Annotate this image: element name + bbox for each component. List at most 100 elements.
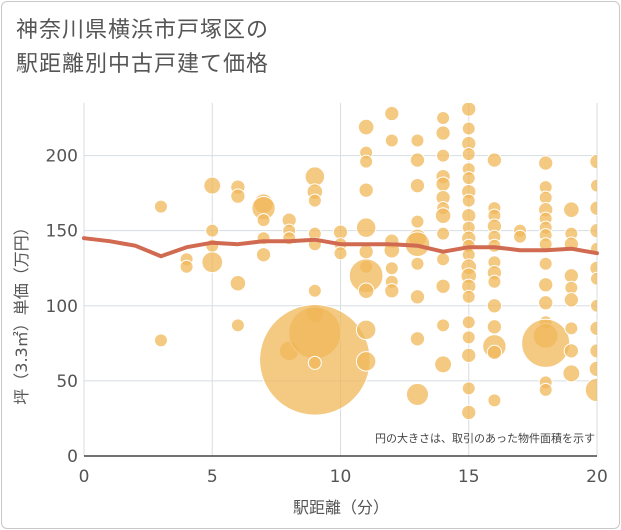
bubble-point [355,217,377,238]
bubble-point [153,199,168,214]
bubble-point [461,121,476,136]
bubble-point [409,331,426,347]
bubble-point [410,256,425,271]
bubble-point [461,289,476,304]
bubble-point [461,103,477,117]
bubble-point [584,377,597,403]
bubble-point [589,223,597,239]
bubble-point [307,283,322,298]
bubble-point [230,188,246,204]
bubble-point [358,182,374,198]
bubble-point [563,201,580,218]
bubble-point [435,278,451,294]
bubble-point [590,178,597,193]
bubble-point [203,176,222,195]
bubble-point [201,251,224,274]
bubble-point [461,193,476,208]
bubble-point [355,351,377,372]
bubble-point [538,295,554,311]
x-tick-label: 20 [586,467,608,487]
bubble-point [486,344,503,361]
y-tick-label: 50 [56,372,78,392]
bubble-point [384,105,400,122]
x-tick-label: 10 [330,467,352,487]
trend-line [82,236,599,259]
bubble-point [590,271,597,286]
y-axis-title: 坪（3.3㎡）単価（万円） [12,219,31,404]
bubble-point [405,382,430,406]
bubble-point [435,125,451,141]
bubble-point [436,318,451,333]
bubble-point [229,274,247,292]
bubble-point [333,246,348,261]
bubble-point [590,298,597,313]
bubble-point [588,360,597,378]
x-axis-title: 駅距離（分） [293,498,389,517]
bubble-point [409,152,426,168]
bubble-point [434,207,452,224]
bubble-point [563,343,579,359]
bubble-series [153,103,597,421]
bubble-point [589,343,597,359]
bubble-point [179,259,194,274]
bubble-point [384,133,399,148]
bubble-point [359,154,374,169]
bubble-point [461,330,476,345]
bubble-point [461,208,477,224]
bubble-point [153,333,168,348]
bubble-point [256,213,271,228]
size-note: 円の大きさは、取引のあった物件面積を示す [375,431,595,445]
bubble-point [332,224,349,240]
bubble-point [436,252,451,267]
bubble-point [486,319,503,335]
trend-series [82,236,599,259]
bubble-point [358,244,374,260]
bubble-point [513,229,528,244]
bubble-point [461,347,477,364]
bubble-point [434,355,453,374]
y-tick-label: 100 [46,297,78,317]
bubble-point [410,133,425,148]
x-tick-label: 15 [458,467,480,487]
bubble-point [435,176,451,192]
bubble-point [409,177,426,194]
bubble-point [357,282,375,300]
bubble-point [409,289,426,305]
bubble-point [563,292,579,308]
bubble-point [230,318,245,333]
bubble-point [521,318,571,368]
bubble-point [538,277,554,293]
bubble-point [538,382,553,397]
bubble-point [307,193,322,208]
bubble-point [461,147,476,162]
bubble-point [410,214,425,229]
bubble-point [563,268,579,284]
bubble-point [486,298,503,314]
y-tick-label: 0 [67,447,78,467]
bubble-point [564,321,579,336]
bubble-point [487,274,502,289]
bubble-point [538,155,554,171]
x-tick-label: 5 [207,467,218,487]
bubble-point [461,171,476,186]
bubble-point [461,381,476,396]
y-tick-label: 150 [46,222,78,242]
bubble-point [355,319,377,341]
bubble-point [436,226,451,241]
bubble-point [255,247,272,263]
bubble-point [461,404,477,421]
bubble-point [589,200,597,216]
bubble-point [538,256,553,271]
bubble-point [486,152,503,168]
bubble-point [589,320,597,336]
bubble-point [307,355,322,370]
bubble-point [562,364,581,383]
bubble-point [357,118,375,136]
chart-title: 神奈川県横浜市戸塚区の 駅距離別中古戸建て価格 [16,18,270,77]
bubble-point [436,111,451,126]
bubble-point [487,393,502,408]
bubble-point [384,283,400,299]
y-tick-label: 200 [46,147,78,167]
